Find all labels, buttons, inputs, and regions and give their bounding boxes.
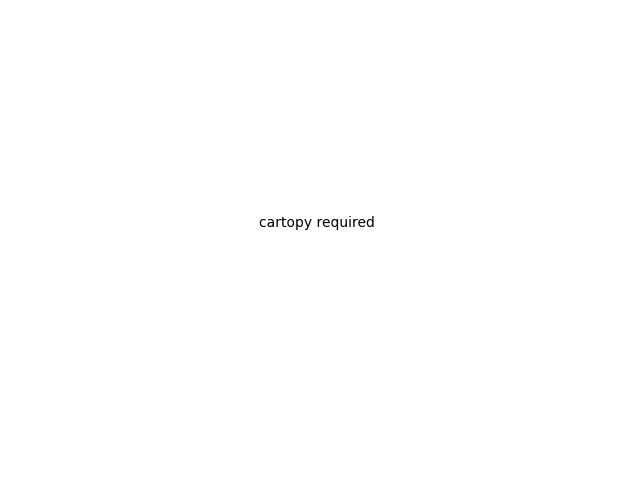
Text: Su 22-09-2024 12:00 UTC (12+72): Su 22-09-2024 12:00 UTC (12+72) [394, 453, 626, 466]
Text: Surface pressure [hPa] CMC/GEM: Surface pressure [hPa] CMC/GEM [8, 453, 233, 466]
Text: cartopy required: cartopy required [259, 216, 375, 230]
Text: ©weatheronline.co.uk: ©weatheronline.co.uk [491, 475, 626, 485]
